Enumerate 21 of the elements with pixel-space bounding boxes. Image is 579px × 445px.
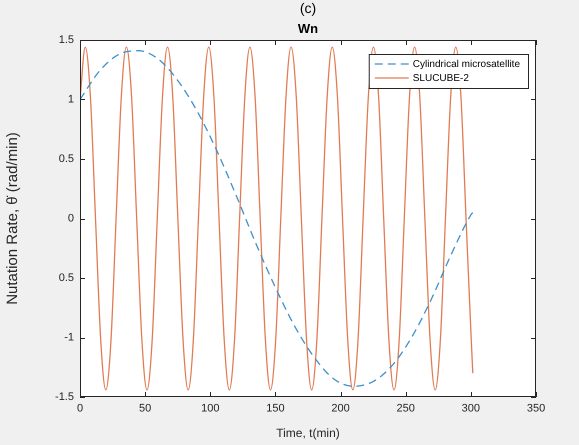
text: (c) [300,0,316,16]
y-tick-label: -1.5 [55,391,74,404]
x-tick-label: 50 [139,402,152,415]
legend-label: Cylindrical microsatellite [412,58,520,70]
y-tick-label: 0.5 [58,153,74,166]
x-tick-label: 150 [266,402,285,415]
legend-label: SLUCUBE-2 [412,72,470,84]
x-tick-label: 200 [331,402,350,415]
x-tick-label: 100 [201,402,220,415]
y-tick-label: 0 [68,212,74,225]
x-tick-label: 250 [396,402,415,415]
y-tick-label: -1 [64,332,74,344]
chart-title: Wn [298,21,318,36]
y-tick-label: 1.5 [58,34,74,46]
y-tick-label: 0.5 [58,272,74,284]
x-tick-label: 350 [526,402,546,415]
y-axis-title: Nutation Rate, θ̇ (rad/min) [4,132,22,305]
x-axis-title: Time, t(min) [276,426,340,440]
x-tick-label: 300 [462,402,480,415]
x-tick-label: 0 [76,402,84,415]
y-tick-label: 1 [68,94,74,106]
